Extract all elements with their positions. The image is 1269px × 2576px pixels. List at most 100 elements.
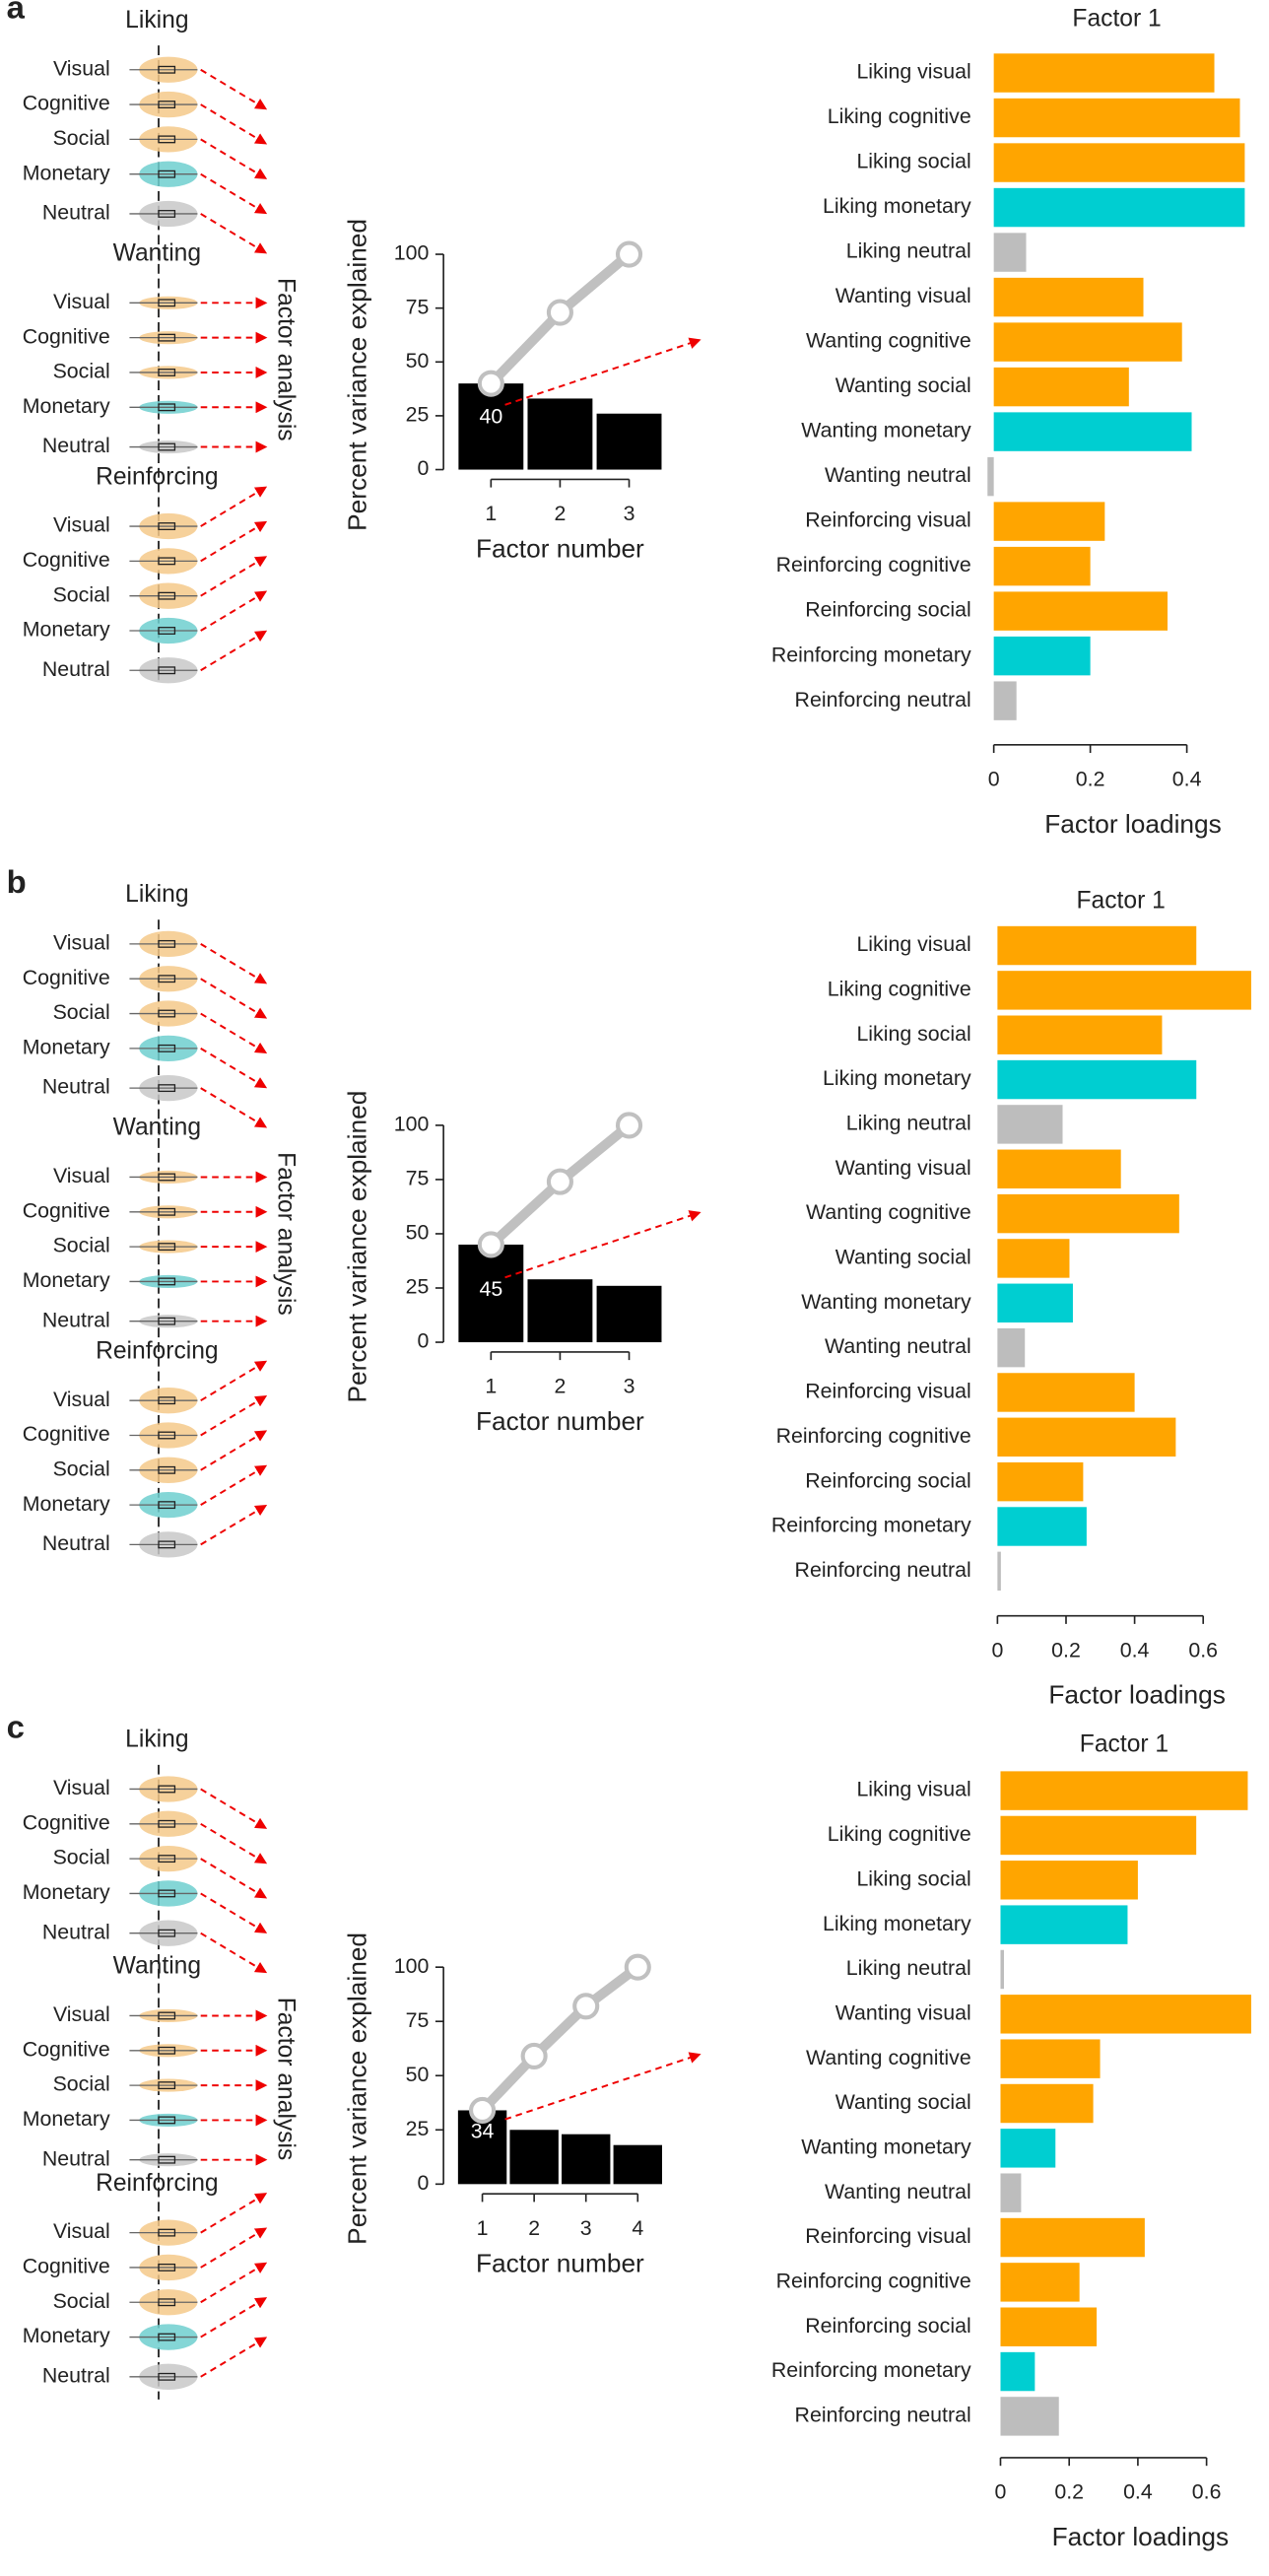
arrow bbox=[200, 1788, 268, 1829]
item-label: Neutral bbox=[42, 1075, 110, 1099]
box bbox=[158, 2372, 176, 2381]
y-tick-label: 75 bbox=[406, 295, 430, 318]
x-axis-label: Factor number bbox=[476, 2248, 644, 2277]
bar bbox=[997, 971, 1251, 1010]
cumulative-point bbox=[477, 370, 504, 397]
arrow bbox=[200, 630, 268, 672]
item-label: Cognitive bbox=[23, 966, 110, 989]
arrow bbox=[200, 68, 268, 110]
item-label: Visual bbox=[53, 56, 110, 80]
bar bbox=[1000, 1905, 1128, 1944]
bar bbox=[1000, 2397, 1059, 2436]
group-title: Reinforcing bbox=[96, 463, 219, 490]
y-tick-label: 50 bbox=[406, 349, 430, 373]
item-label: Cognitive bbox=[23, 324, 110, 348]
cumulative-line bbox=[479, 1963, 641, 2114]
arrow bbox=[200, 172, 268, 215]
x-tick-label: 3 bbox=[624, 502, 635, 525]
box bbox=[158, 1207, 176, 1216]
x-tick-label: 0.4 bbox=[1120, 1638, 1150, 1661]
item-label: Visual bbox=[53, 290, 110, 313]
bar bbox=[993, 591, 1169, 631]
item-label: Social bbox=[53, 360, 110, 383]
item-label: Neutral bbox=[42, 1920, 110, 1943]
arrow bbox=[200, 138, 268, 179]
box bbox=[158, 2046, 176, 2055]
category-label: Wanting visual bbox=[835, 2000, 971, 2024]
y-tick-label: 75 bbox=[406, 2008, 430, 2032]
item-label: Monetary bbox=[23, 1268, 110, 1292]
item-label: Social bbox=[53, 1846, 110, 1869]
bar bbox=[527, 398, 593, 470]
category-label: Reinforcing social bbox=[805, 2314, 970, 2338]
arrow bbox=[200, 2297, 268, 2339]
y-tick-label: 100 bbox=[394, 1954, 430, 1978]
bar bbox=[993, 681, 1017, 720]
cumulative-point bbox=[477, 1231, 504, 1258]
bar bbox=[1000, 2173, 1022, 2212]
box bbox=[158, 2081, 176, 2090]
category-label: Wanting visual bbox=[835, 1156, 971, 1180]
item-label: Visual bbox=[53, 1164, 110, 1187]
bar bbox=[562, 2134, 611, 2185]
item-label: Visual bbox=[53, 513, 110, 537]
category-label: Wanting cognitive bbox=[806, 329, 971, 353]
x-tick-label: 1 bbox=[485, 502, 497, 525]
box bbox=[158, 2333, 176, 2341]
category-label: Wanting social bbox=[835, 373, 971, 397]
chart-title: Factor 1 bbox=[1072, 5, 1161, 32]
bar bbox=[1000, 2351, 1035, 2392]
item-label: Cognitive bbox=[23, 1810, 110, 1834]
category-label: Wanting neutral bbox=[825, 1334, 971, 1358]
item-label: Cognitive bbox=[23, 1198, 110, 1222]
box bbox=[158, 1009, 176, 1018]
x-tick-label: 0.4 bbox=[1172, 768, 1202, 791]
bar bbox=[987, 456, 994, 497]
category-label: Wanting neutral bbox=[825, 2180, 971, 2203]
category-label: Wanting neutral bbox=[825, 463, 971, 487]
arrow bbox=[200, 2193, 268, 2234]
x-tick-label: 0.2 bbox=[1076, 768, 1105, 791]
category-label: Wanting monetary bbox=[801, 2135, 971, 2158]
bar bbox=[997, 1105, 1063, 1144]
item-label: Neutral bbox=[42, 434, 110, 457]
value-label: 45 bbox=[479, 1277, 502, 1301]
arrow bbox=[504, 337, 701, 406]
y-tick-label: 100 bbox=[394, 241, 430, 265]
bar bbox=[1000, 1861, 1138, 1900]
category-label: Liking monetary bbox=[823, 1066, 971, 1090]
bar bbox=[993, 233, 1027, 272]
group-title: Wanting bbox=[113, 1115, 201, 1141]
arrow bbox=[504, 1210, 701, 1279]
box bbox=[158, 1929, 176, 1937]
bar bbox=[993, 322, 1182, 362]
item-label: Monetary bbox=[23, 1492, 110, 1516]
category-label: Reinforcing monetary bbox=[771, 1514, 971, 1537]
bar bbox=[1000, 1949, 1004, 1990]
box bbox=[158, 210, 176, 218]
cumulative-point bbox=[615, 1112, 643, 1139]
category-label: Reinforcing social bbox=[805, 598, 970, 622]
x-tick-label: 1 bbox=[485, 1375, 497, 1398]
x-tick-label: 2 bbox=[554, 1375, 566, 1398]
bar bbox=[509, 2130, 559, 2185]
x-tick-label: 0.2 bbox=[1051, 1638, 1081, 1661]
y-tick-label: 25 bbox=[406, 403, 430, 427]
arrow bbox=[504, 2052, 701, 2121]
bar bbox=[997, 925, 1197, 966]
y-tick-label: 0 bbox=[417, 1329, 429, 1353]
box bbox=[158, 101, 176, 109]
arrow bbox=[200, 1048, 268, 1089]
x-tick-label: 0 bbox=[988, 768, 1000, 791]
category-label: Wanting social bbox=[835, 2090, 971, 2114]
box bbox=[158, 2263, 176, 2271]
cumulative-point bbox=[572, 1993, 600, 2020]
arrow bbox=[200, 1395, 268, 1437]
bar bbox=[997, 1193, 1179, 1234]
y-tick-label: 0 bbox=[417, 2171, 429, 2195]
box bbox=[158, 403, 176, 412]
bar bbox=[993, 412, 1192, 451]
category-label: Wanting monetary bbox=[801, 1290, 971, 1314]
box bbox=[158, 2228, 176, 2237]
item-label: Visual bbox=[53, 1388, 110, 1411]
